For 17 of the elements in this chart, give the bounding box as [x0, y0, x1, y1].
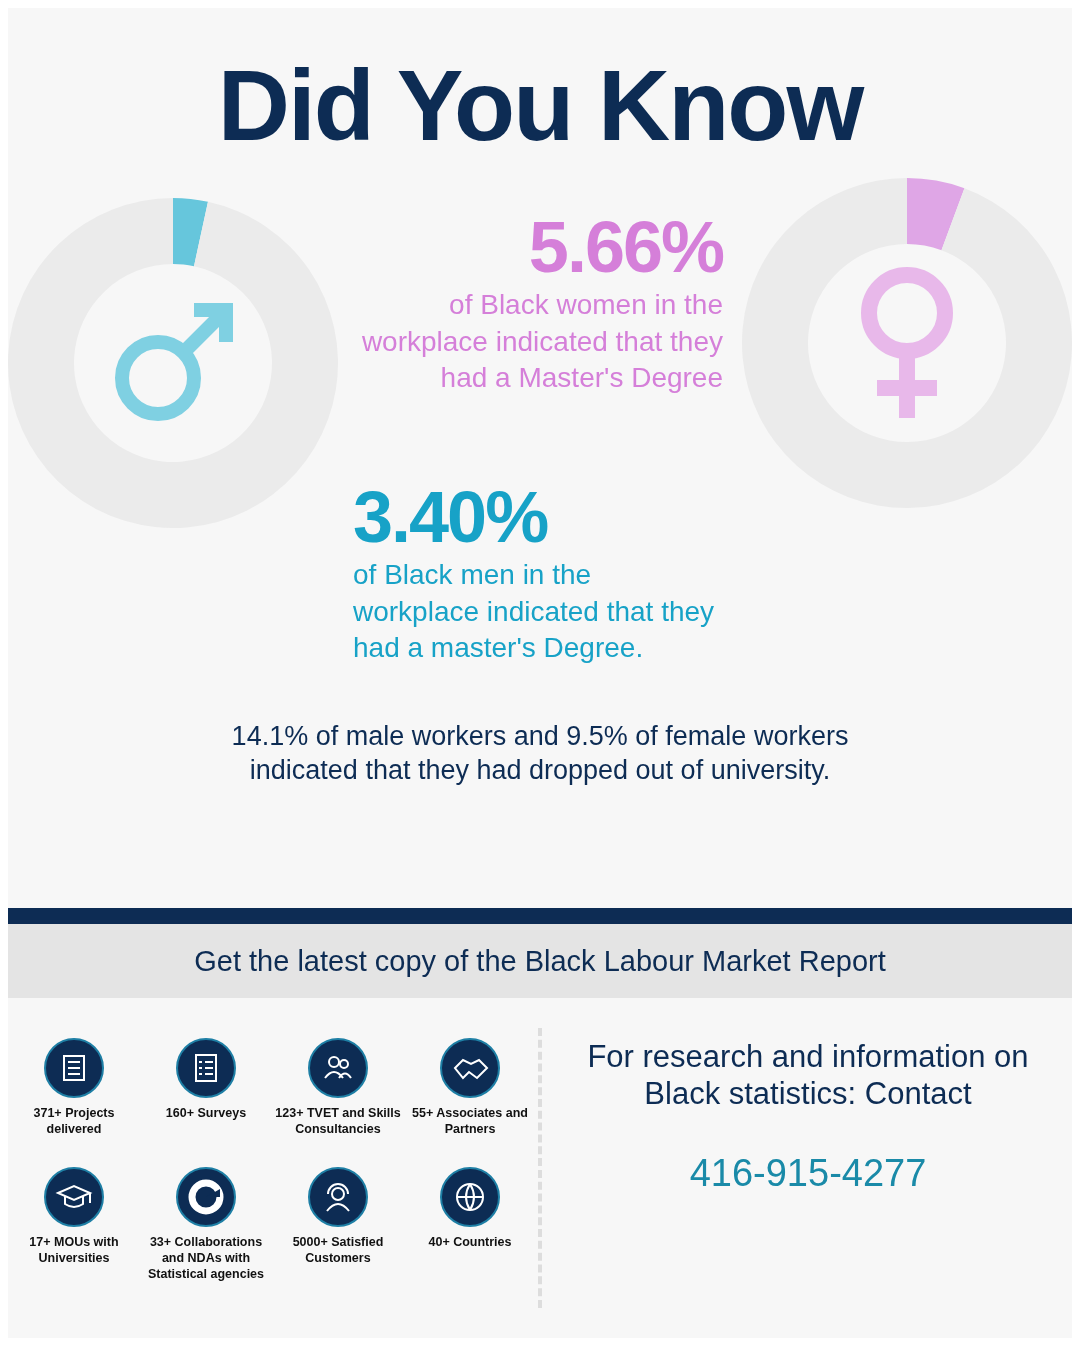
text: of Black men in the workplace indicated that they had a master's Degree.	[353, 558, 716, 665]
text: 40+ Countries	[427, 1235, 513, 1251]
text: 371+ Projects delivered	[32, 1106, 116, 1138]
text: 33+ Collaborations and NDAs with Statistical agencies	[147, 1235, 265, 1283]
text: For research and information on Black statistics: Contact	[586, 1038, 1030, 1113]
text: 3.40%	[353, 477, 549, 558]
text: 160+ Surveys	[164, 1106, 248, 1122]
text: 5.66%	[527, 207, 723, 288]
text: 123+ TVET and Skills Consultancies	[274, 1106, 402, 1138]
text: 416-915-4277	[688, 1152, 928, 1196]
text: 5000+ Satisfied Customers	[291, 1235, 385, 1267]
text: Did You Know	[216, 48, 865, 163]
text: 17+ MOUs with Universities	[28, 1235, 120, 1267]
text: 14.1% of male workers and 9.5% of female workers indicated that they had dropped out of university.	[230, 720, 850, 787]
text: Get the latest copy of the Black Labour Market Report	[8, 924, 1072, 998]
text: of Black women in the workplace indicated that they had a Master's Degree	[360, 288, 723, 395]
text: 55+ Associates and Partners	[411, 1106, 529, 1138]
